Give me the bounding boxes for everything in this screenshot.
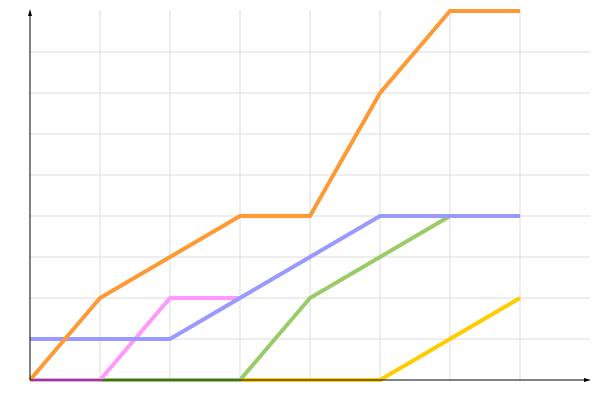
- series-group: [28, 9, 522, 382]
- series-line-4: [28, 9, 520, 382]
- y-axis-arrow-icon: [28, 9, 32, 16]
- grid: [30, 10, 590, 380]
- axes: [28, 9, 591, 382]
- series-line-3: [30, 214, 520, 341]
- x-axis-arrow-icon: [584, 378, 591, 382]
